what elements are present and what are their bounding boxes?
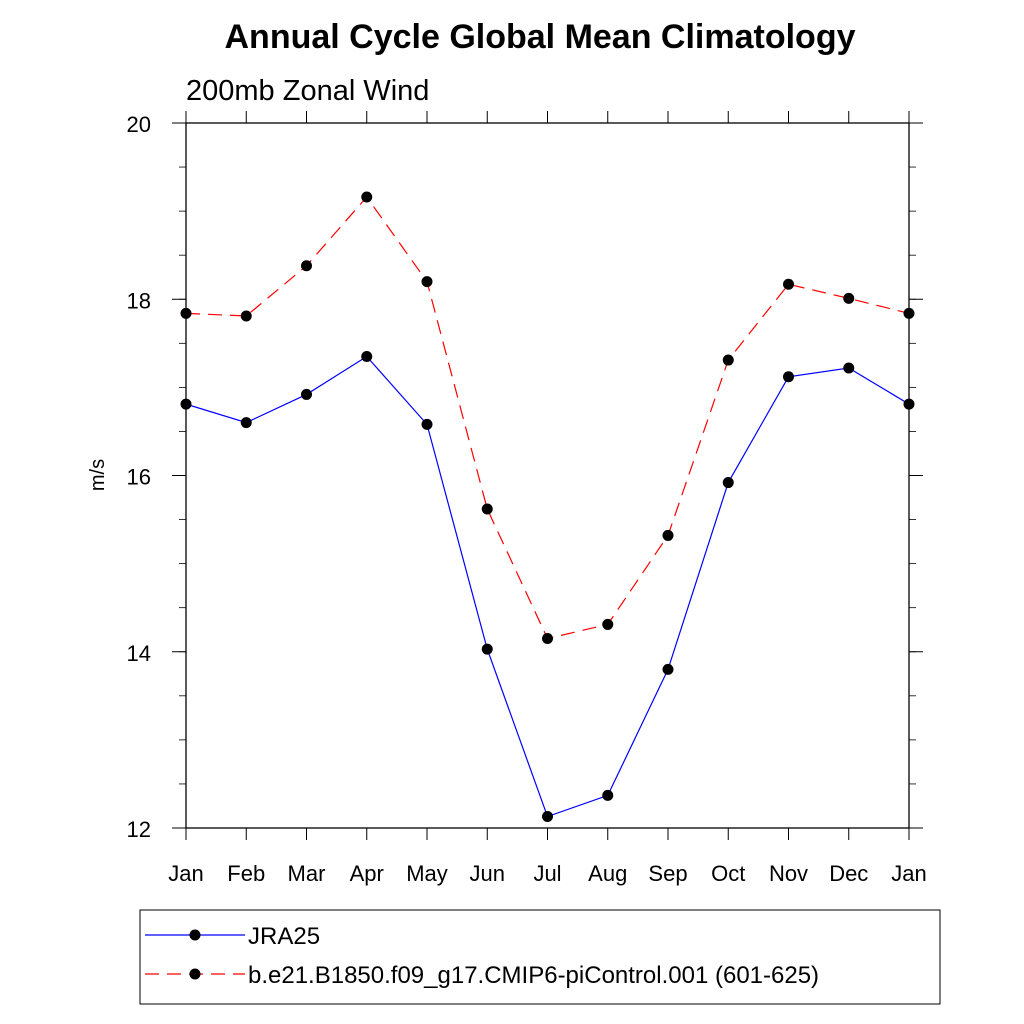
series-1-point [361, 351, 373, 363]
series-1-point [783, 371, 794, 383]
series-1-point [180, 398, 192, 410]
series-2-point [180, 307, 192, 319]
x-tick-label: Mar [288, 861, 326, 886]
x-tick-label: Jan [891, 861, 926, 886]
series-1-point [301, 388, 312, 400]
x-tick-label: Aug [588, 861, 627, 886]
plot-frame [185, 122, 910, 829]
x-tick-label: Jan [168, 861, 203, 886]
y-tick-label: 14 [127, 641, 151, 666]
x-tick-label: Feb [227, 861, 265, 886]
legend-label-2: b.e21.B1850.f09_g17.CMIP6-piControl.001 … [248, 962, 819, 989]
axis-ticks: Jan Feb Mar Apr May Jun Jul Aug Sep Oct Nov Dec Jan 1… [127, 111, 927, 886]
legend-marker-1 [189, 929, 201, 941]
series-2-point [481, 503, 493, 515]
x-tick-label: Dec [829, 861, 868, 886]
series-2-point [783, 278, 794, 290]
legend-marker-2 [189, 968, 201, 980]
chart-subtitle: 200mb Zonal Wind [186, 75, 429, 107]
series-1-point [843, 362, 855, 374]
series-layer [180, 191, 915, 823]
y-tick-label: 16 [127, 465, 151, 490]
x-tick-label: Oct [711, 861, 745, 886]
series-2-point [843, 292, 855, 304]
series-line-2 [185, 196, 910, 640]
y-tick-label: 12 [127, 817, 151, 842]
series-2-point [722, 354, 734, 366]
series-2-point [421, 276, 433, 288]
series-2-point [662, 529, 674, 541]
y-tick-label: 20 [127, 112, 151, 137]
series-line-1 [185, 355, 910, 818]
series-1-point [240, 417, 252, 429]
series-1-point [722, 477, 734, 489]
series-2-point [240, 310, 252, 322]
y-tick-label: 18 [127, 288, 151, 313]
x-tick-label: Sep [648, 861, 687, 886]
y-axis-label: m/s [87, 459, 109, 491]
legend: JRA25 b.e21.B1850.f09_g17.CMIP6-piControl… [145, 923, 819, 989]
series-1-point [903, 398, 915, 410]
legend-label-1: JRA25 [248, 923, 320, 950]
x-tick-label: Nov [769, 861, 808, 886]
series-2-point [301, 260, 312, 272]
x-tick-label: Apr [350, 861, 384, 886]
series-2-point [361, 191, 373, 203]
series-1-point [602, 789, 614, 801]
legend-box [139, 909, 941, 1005]
series-1-point [662, 663, 674, 675]
x-tick-label: May [406, 861, 448, 886]
series-1-point [481, 643, 493, 655]
series-1-point [542, 811, 553, 823]
series-2-point [602, 618, 614, 630]
x-tick-label: Jul [533, 861, 561, 886]
series-2-point [542, 633, 553, 645]
series-1-point [421, 418, 433, 430]
series-2-point [903, 307, 915, 319]
chart-title: Annual Cycle Global Mean Climatology [225, 18, 856, 56]
x-tick-label: Jun [470, 861, 505, 886]
